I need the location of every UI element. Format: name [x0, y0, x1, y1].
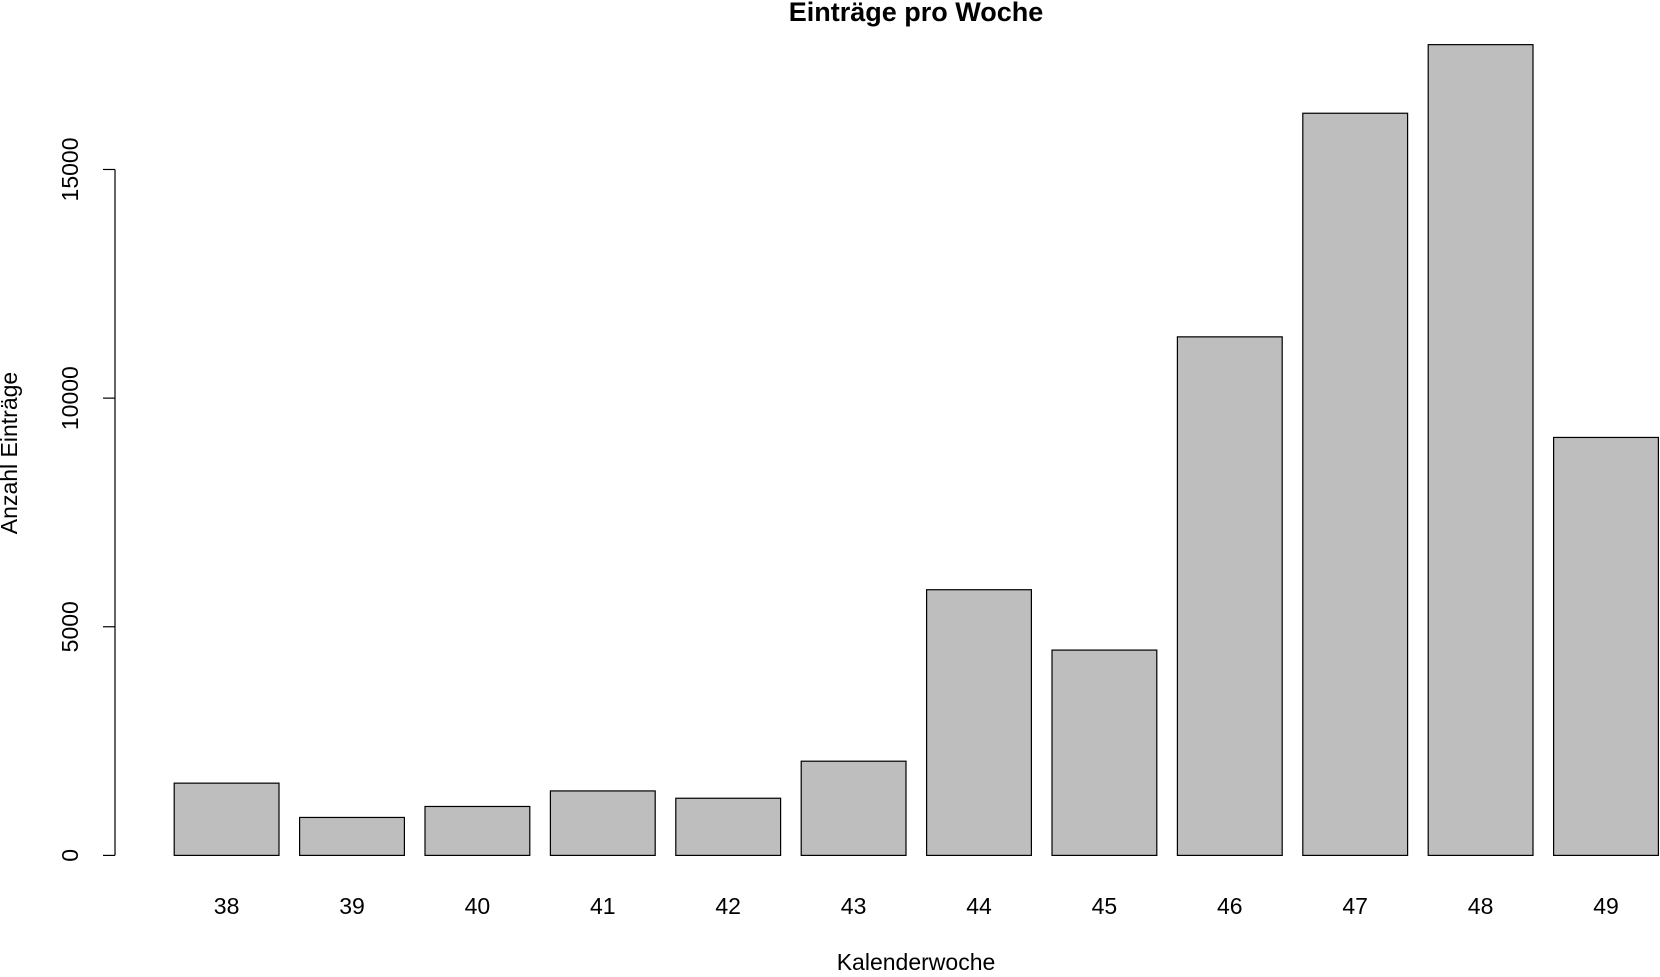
bar	[1427, 44, 1534, 856]
y-tick-label: 5000	[57, 601, 83, 652]
x-tick-label: 47	[1342, 893, 1368, 919]
x-tick-label: 43	[841, 893, 867, 919]
bar	[299, 816, 406, 856]
bar	[424, 805, 531, 856]
y-tick-label: 10000	[57, 366, 83, 430]
x-tick-label: 38	[214, 893, 240, 919]
bar	[1552, 436, 1659, 856]
bar	[800, 760, 907, 857]
y-tick-label: 0	[57, 849, 83, 862]
y-tick-label: 15000	[57, 137, 83, 201]
bar	[549, 790, 656, 856]
bar	[1302, 112, 1409, 856]
x-tick-label: 44	[966, 893, 992, 919]
x-tick-label: 46	[1217, 893, 1243, 919]
x-tick-label: 45	[1092, 893, 1118, 919]
bar	[925, 589, 1032, 856]
x-tick-label: 48	[1468, 893, 1494, 919]
x-tick-label: 41	[590, 893, 616, 919]
x-tick-label: 39	[339, 893, 365, 919]
y-axis-label: Anzahl Einträge	[0, 372, 22, 534]
chart-title: Einträge pro Woche	[789, 0, 1044, 27]
x-axis-label: Kalenderwoche	[837, 949, 996, 975]
bar	[675, 797, 782, 857]
bar	[1176, 336, 1283, 856]
bar	[173, 782, 280, 856]
x-tick-label: 42	[715, 893, 741, 919]
x-tick-label: 40	[465, 893, 491, 919]
bar	[1051, 649, 1158, 856]
x-tick-label: 49	[1593, 893, 1619, 919]
